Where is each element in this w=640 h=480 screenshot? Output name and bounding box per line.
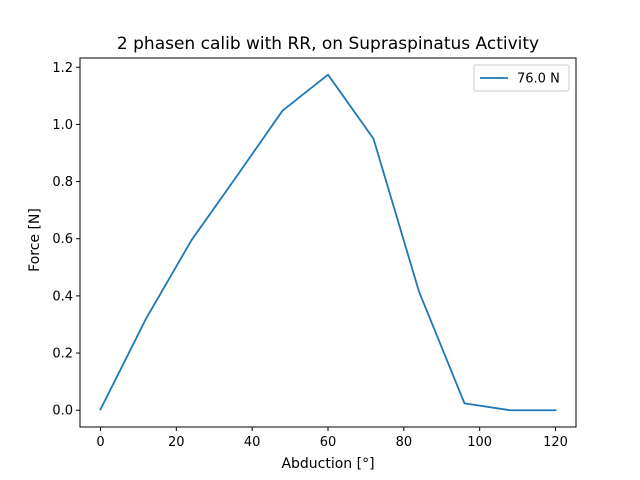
legend-label: 76.0 N xyxy=(517,72,560,87)
legend-box xyxy=(473,64,570,92)
x-tick-label: 100 xyxy=(467,435,492,450)
y-tick-label: 0.2 xyxy=(52,347,73,362)
y-tick-label: 1.0 xyxy=(52,118,73,133)
y-tick-label: 1.2 xyxy=(52,61,73,76)
series-line-0 xyxy=(99,73,557,412)
x-tick-label: 80 xyxy=(396,435,413,450)
x-tick-label: 120 xyxy=(543,435,568,450)
y-tick-label: 0.8 xyxy=(52,175,73,190)
x-tick-label: 60 xyxy=(320,435,337,450)
y-tick-label: 0.4 xyxy=(52,289,73,304)
y-tick-label: 0.0 xyxy=(52,404,73,419)
chart-title: 2 phasen calib with RR, on Supraspinatus… xyxy=(117,34,539,54)
x-tick-label: 40 xyxy=(244,435,261,450)
x-axis-title: Abduction [°] xyxy=(281,456,374,472)
x-tick-label: 20 xyxy=(168,435,185,450)
plot-area: 0 20 40 60 80 100 120 0.0 0.2 0.4 0.6 0.8 1.0 1.2 76.0… xyxy=(52,57,577,450)
y-tick-label: 0.6 xyxy=(52,232,73,247)
y-axis-title: Force [N] xyxy=(27,208,43,272)
x-tick-label: 0 xyxy=(96,435,104,450)
